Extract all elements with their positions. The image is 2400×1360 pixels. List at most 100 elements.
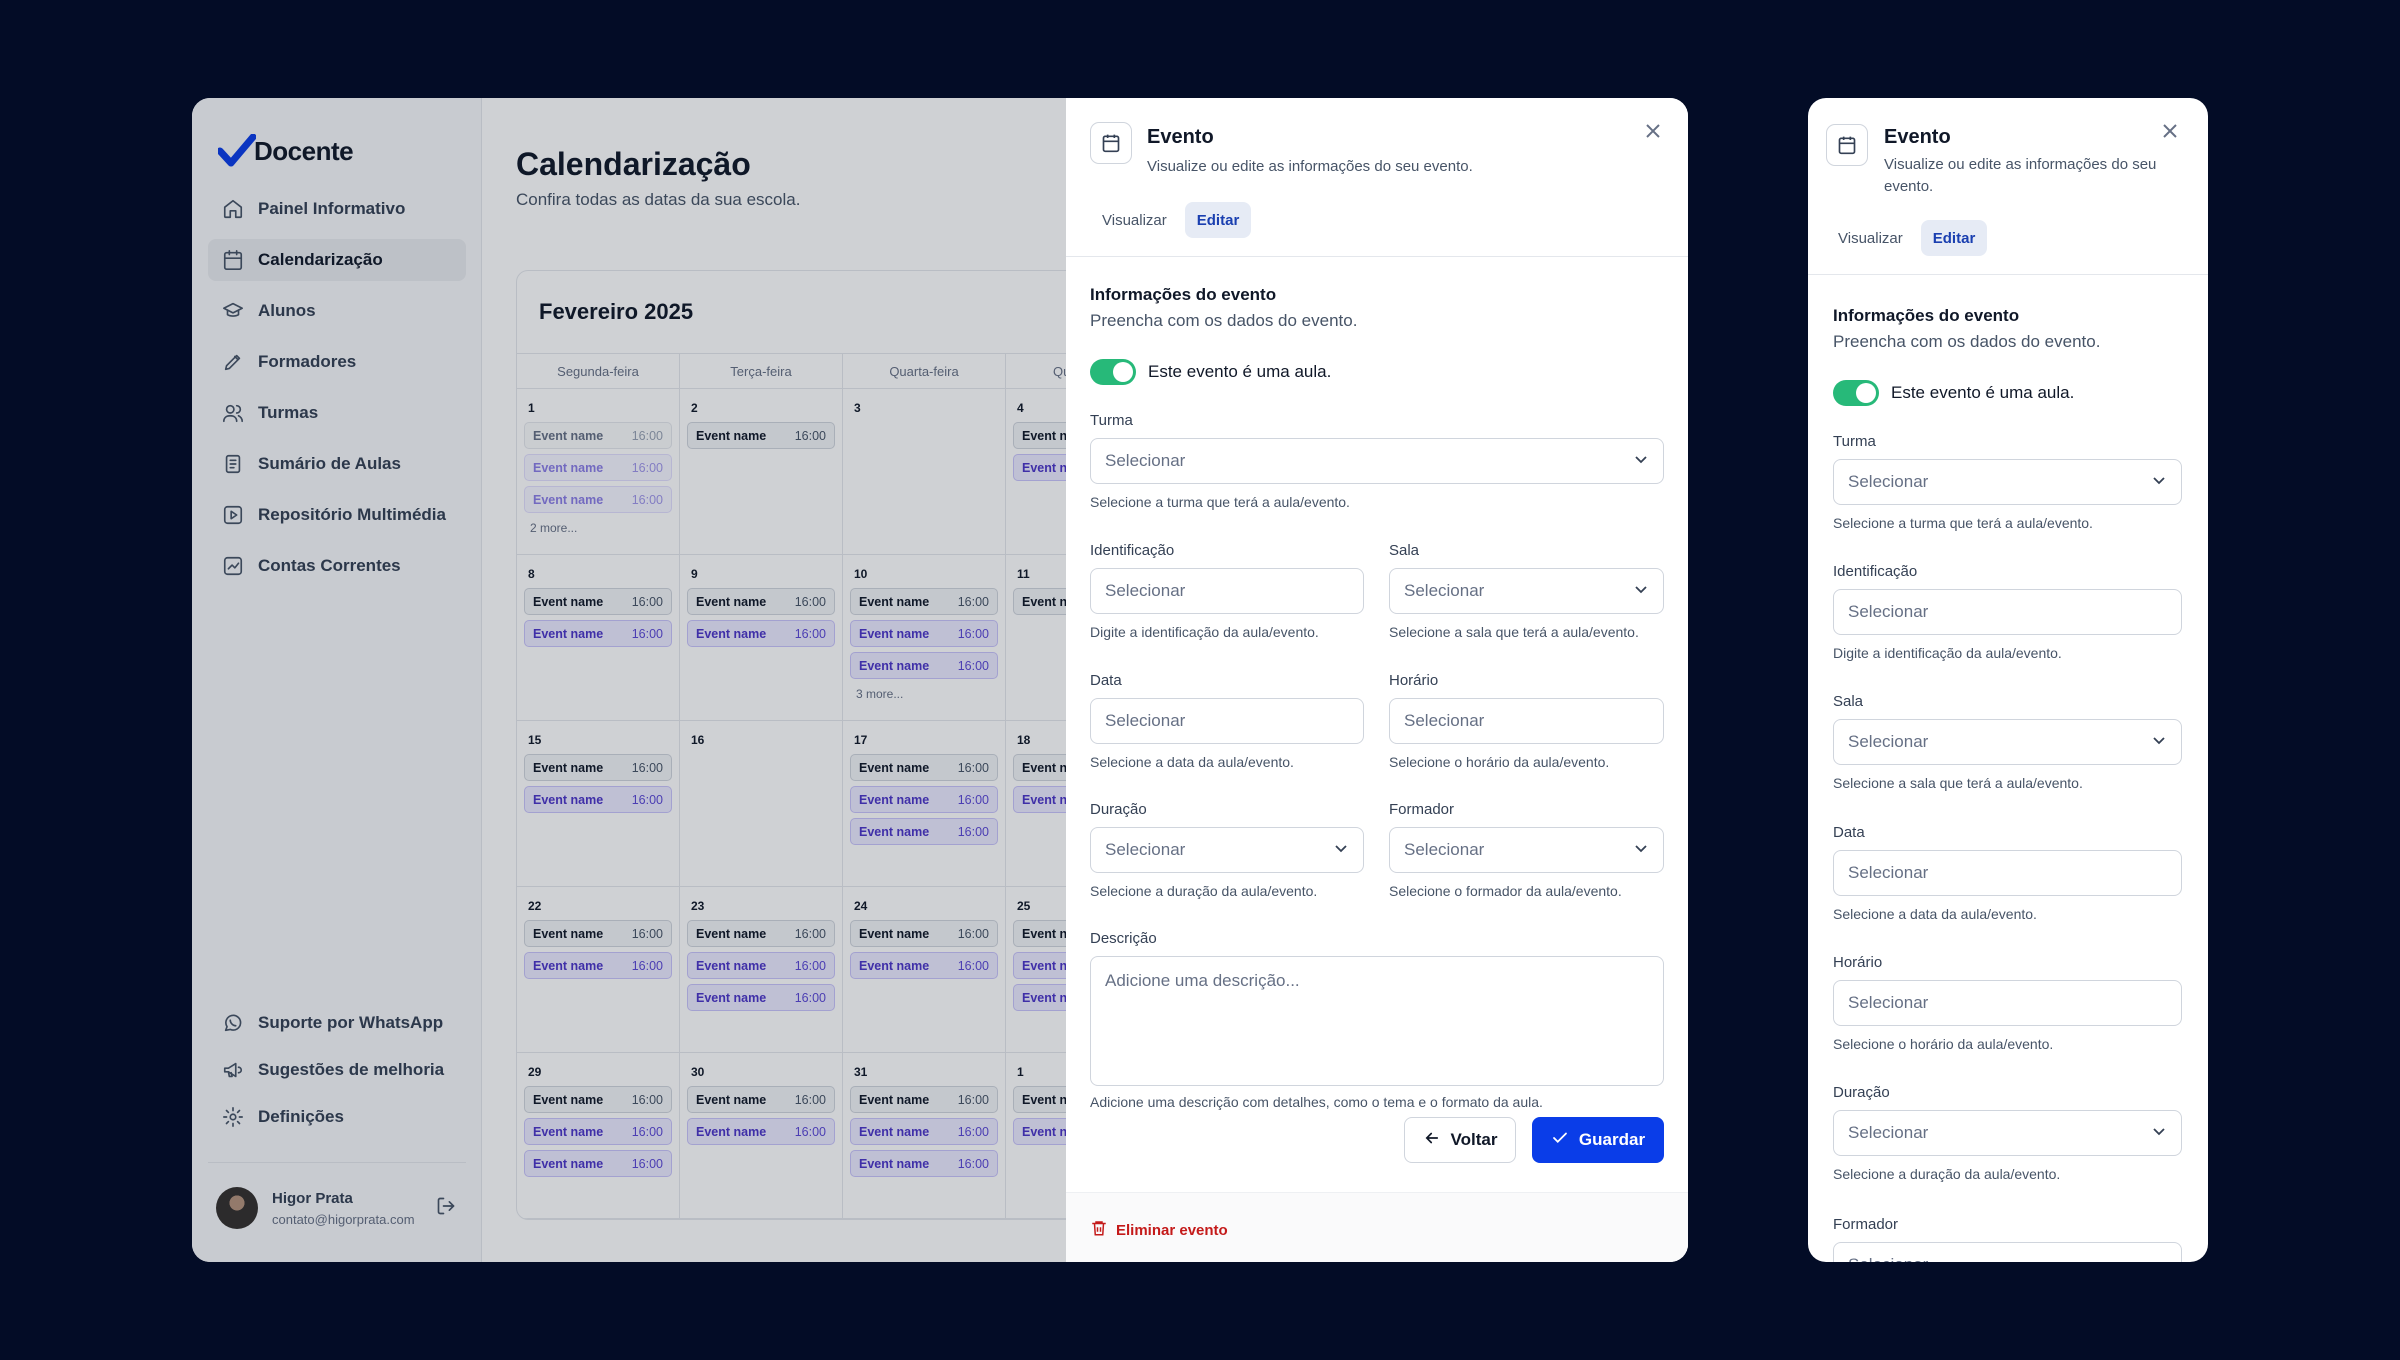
data-input[interactable]: Selecionar (1090, 698, 1364, 744)
horario-input[interactable]: Selecionar (1833, 980, 2182, 1026)
avatar[interactable] (216, 1187, 258, 1229)
sidebar-item-contas-correntes[interactable]: Contas Correntes (208, 545, 466, 587)
sidebar-item-painel-informativo[interactable]: Painel Informativo (208, 188, 466, 230)
back-button[interactable]: Voltar (1404, 1117, 1516, 1163)
close-icon[interactable] (1642, 120, 1664, 142)
more-events-link[interactable]: 2 more... (530, 521, 578, 535)
formador-select[interactable]: Selecionar (1833, 1242, 2182, 1262)
calendar-day-cell[interactable]: 17 Event name 16:00 Event name 16:00 Event na… (843, 721, 1006, 886)
calendar-day-cell[interactable]: 29 Event name 16:00 Event name 16:00 Event na… (517, 1053, 680, 1218)
formador-label: Formador (1389, 801, 1455, 818)
turma-select[interactable]: Selecionar (1090, 438, 1664, 484)
calendar-month-title: Fevereiro 2025 (539, 299, 694, 324)
tab-visualizar[interactable]: Visualizar (1838, 229, 1903, 247)
calendar-day-cell[interactable]: 3 (843, 389, 1006, 554)
sidebar-item-formadores[interactable]: Formadores (208, 341, 466, 383)
calendar-day-cell[interactable]: 22 Event name 16:00 Event name 16:00 (517, 887, 680, 1052)
sidebar-item-sugest-es-de-melhoria[interactable]: Sugestões de melhoria (208, 1049, 466, 1091)
day-number: 25 (1017, 899, 1031, 913)
tab-visualizar[interactable]: Visualizar (1102, 211, 1167, 229)
identificacao-label: Identificação (1833, 563, 1918, 580)
calendar-day-cell[interactable]: 30 Event name 16:00 Event name 16:00 (680, 1053, 843, 1218)
sala-select[interactable]: Selecionar (1389, 568, 1664, 614)
identificacao-input[interactable]: Selecionar (1833, 589, 2182, 635)
sidebar-item-calendariza-o[interactable]: Calendarização (208, 239, 466, 281)
divider (1066, 256, 1688, 257)
calendar-day-cell[interactable]: 24 Event name 16:00 Event name 16:00 (843, 887, 1006, 1052)
sidebar-item-turmas[interactable]: Turmas (208, 392, 466, 434)
horario-input[interactable]: Selecionar (1389, 698, 1664, 744)
calendar-day-cell[interactable]: 8 Event name 16:00 Event name 16:00 (517, 555, 680, 720)
calendar-icon (1826, 124, 1868, 166)
day-number: 10 (854, 567, 868, 581)
calendar-day-cell[interactable]: 15 Event name 16:00 Event name 16:00 (517, 721, 680, 886)
duracao-select[interactable]: Selecionar (1090, 827, 1364, 873)
tab-editar[interactable]: Editar (1920, 220, 1988, 256)
is-class-toggle[interactable] (1090, 359, 1136, 385)
sidebar-item-sum-rio-de-aulas[interactable]: Sumário de Aulas (208, 443, 466, 485)
descricao-textarea[interactable]: Adicione uma descrição... (1090, 956, 1664, 1086)
sala-select[interactable]: Selecionar (1833, 719, 2182, 765)
sidebar-item-alunos[interactable]: Alunos (208, 290, 466, 332)
horario-field: Horário Selecionar Selecione o horário d… (1833, 954, 2182, 1052)
identificacao-input[interactable]: Selecionar (1090, 568, 1364, 614)
calendar-day-cell[interactable]: 2 Event name 16:00 (680, 389, 843, 554)
sidebar-item-suporte-por-whatsapp[interactable]: Suporte por WhatsApp (208, 1002, 466, 1044)
data-label: Data (1090, 672, 1122, 689)
calendar-day-cell[interactable]: 9 Event name 16:00 Event name 16:00 (680, 555, 843, 720)
day-number: 31 (854, 1065, 868, 1079)
calendar-day-cell[interactable]: 31 Event name 16:00 Event name 16:00 Event na… (843, 1053, 1006, 1218)
data-input[interactable]: Selecionar (1833, 850, 2182, 896)
is-class-toggle[interactable] (1833, 380, 1879, 406)
calendar-day-cell[interactable]: 1 Event name 16:00 Event name 16:00 Event nam… (517, 389, 680, 554)
sidebar-item-defini-es[interactable]: Definições (208, 1096, 466, 1138)
day-number: 2 (691, 401, 698, 415)
logout-icon[interactable] (436, 1196, 456, 1221)
delete-event-button[interactable]: Eliminar evento (1090, 1219, 1228, 1241)
save-button[interactable]: Guardar (1532, 1117, 1664, 1163)
sidebar-item-reposit-rio-multim-dia[interactable]: Repositório Multimédia (208, 494, 466, 536)
sidebar-item-label: Sugestões de melhoria (258, 1060, 445, 1079)
duracao-select[interactable]: Selecionar (1833, 1110, 2182, 1156)
calendar-day-cell[interactable]: 16 (680, 721, 843, 886)
calendar-day-cell[interactable]: 23 Event name 16:00 Event name 16:00 Event na… (680, 887, 843, 1052)
formador-select[interactable]: Selecionar (1389, 827, 1664, 873)
turma-select[interactable]: Selecionar (1833, 459, 2182, 505)
close-icon[interactable] (2159, 120, 2181, 142)
more-events-link[interactable]: 3 more... (856, 687, 904, 701)
calendar-day-cell[interactable]: 10 Event name 16:00 Event name 16:00 Event na… (843, 555, 1006, 720)
tab-editar[interactable]: Editar (1184, 202, 1252, 238)
logo[interactable]: Docente (218, 134, 354, 168)
